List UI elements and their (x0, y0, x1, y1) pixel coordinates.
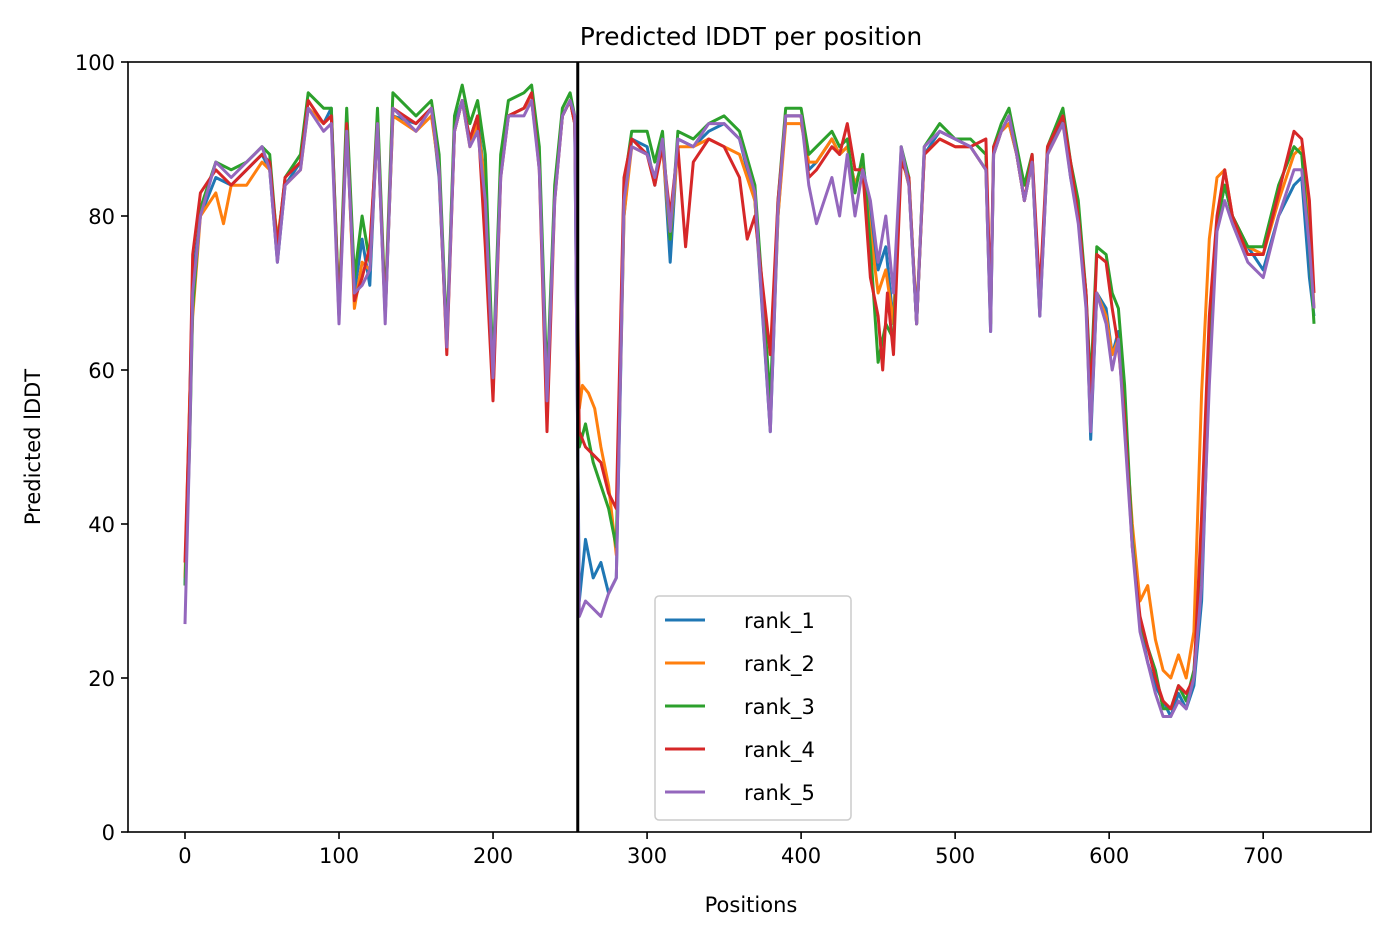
y-tick-label: 100 (75, 51, 115, 75)
x-tick-label: 200 (473, 844, 513, 868)
x-tick-label: 600 (1089, 844, 1129, 868)
x-tick-label: 500 (935, 844, 975, 868)
plot-frame (127, 61, 1372, 833)
chart-title: Predicted lDDT per position (580, 22, 922, 51)
x-axis-label: Positions (705, 893, 798, 917)
y-tick-label: 60 (88, 359, 115, 383)
y-tick-label: 80 (88, 205, 115, 229)
x-tick-label: 100 (319, 844, 359, 868)
legend: rank_1 rank_2 rank_3 rank_4 rank_5 (654, 595, 852, 821)
axes: 0 100 200 300 400 500 600 700 0 20 40 60 80 100 (75, 51, 1372, 868)
x-tick-label: 300 (627, 844, 667, 868)
legend-label-rank_3: rank_3 (744, 695, 815, 720)
y-tick-label: 0 (102, 821, 115, 845)
series-line-rank_5 (183, 99, 1316, 718)
legend-label-rank_2: rank_2 (744, 652, 815, 677)
legend-box (654, 595, 852, 821)
y-axis-label: Predicted lDDT (21, 369, 45, 525)
x-tick-label: 700 (1243, 844, 1283, 868)
x-tick-label: 0 (178, 844, 191, 868)
y-tick-label: 40 (88, 513, 115, 537)
y-tick-label: 20 (88, 667, 115, 691)
legend-label-rank_4: rank_4 (744, 738, 815, 763)
legend-label-rank_5: rank_5 (744, 781, 815, 806)
x-tick-label: 400 (781, 844, 821, 868)
legend-label-rank_1: rank_1 (744, 609, 815, 634)
series-layer (183, 83, 1316, 718)
